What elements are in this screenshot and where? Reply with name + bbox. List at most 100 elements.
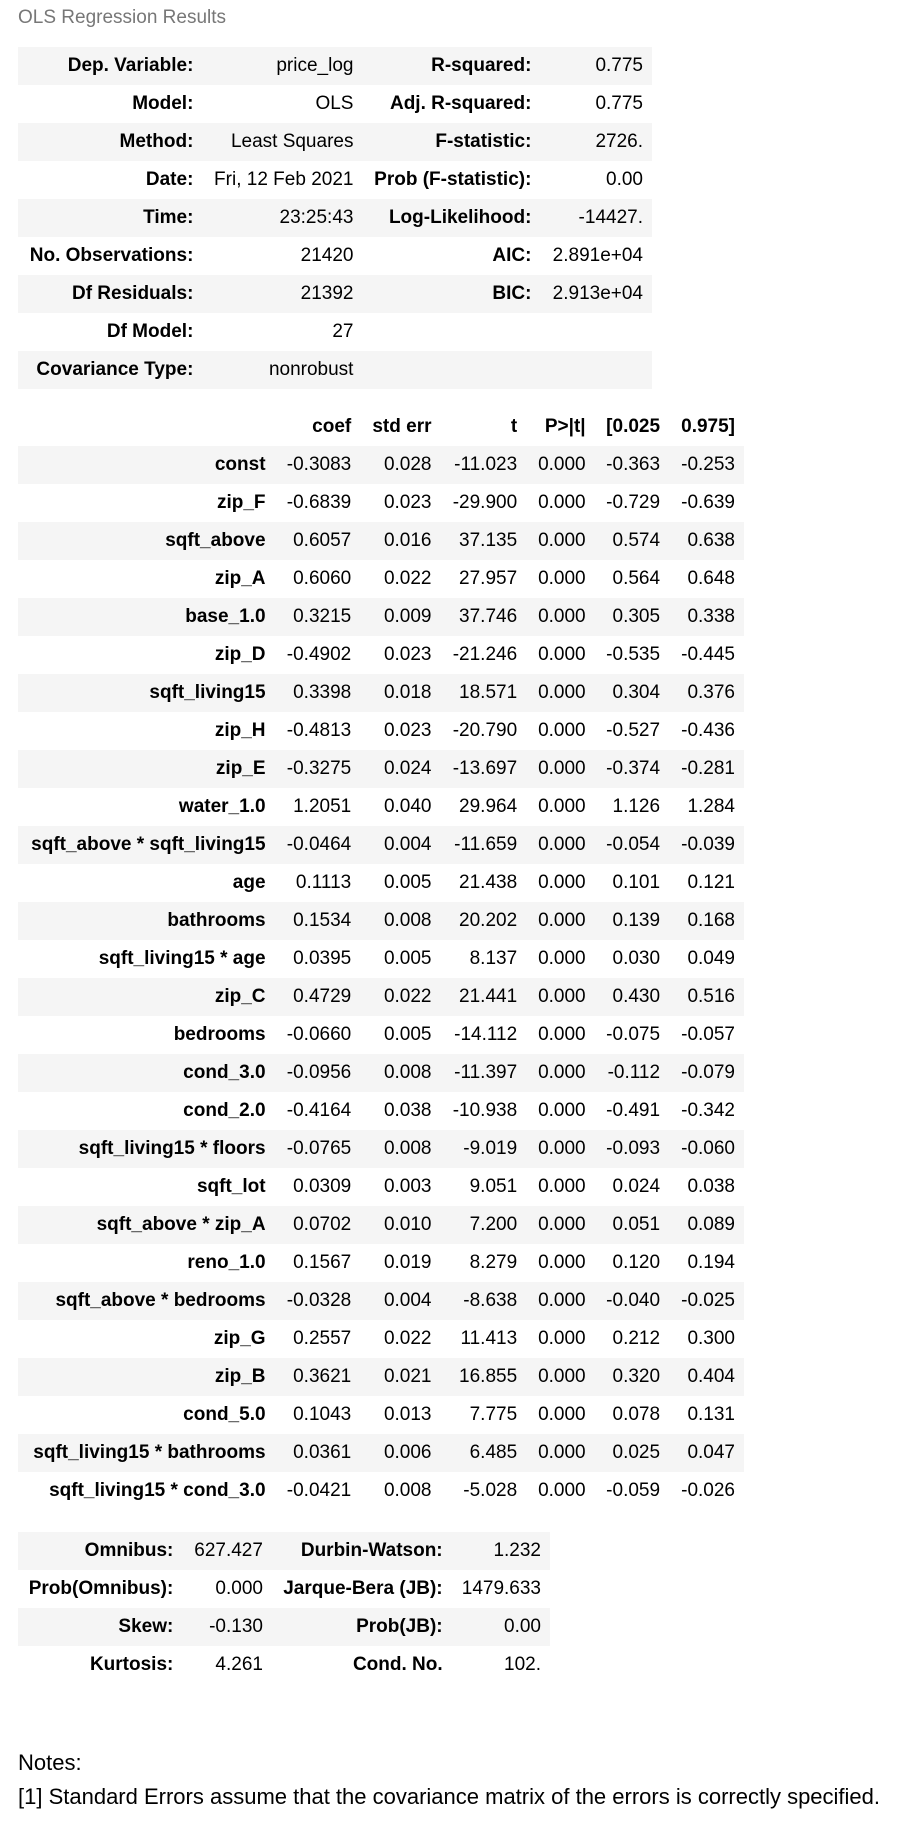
coef-t-stat: -20.790	[452, 720, 518, 741]
header-variable	[18, 408, 275, 446]
diagnostics-row: Prob(Omnibus): 0.000 Jarque-Bera (JB): 1479…	[18, 1570, 550, 1608]
table-row: zip_B 0.3621 0.021 16.855 0.000 0.320 0.404	[18, 1358, 744, 1396]
diagnostics-row: Skew: -0.130 Prob(JB): 0.00	[18, 1608, 550, 1646]
summary-value: 21392	[300, 283, 354, 304]
coef-t-stat: 27.957	[459, 568, 518, 589]
summary-label: Method:	[119, 131, 194, 152]
coef-p-value: 0.000	[538, 796, 586, 817]
coef-ci-upper: -0.039	[681, 834, 735, 855]
coef-variable-name: sqft_above * bedrooms	[55, 1290, 266, 1311]
coef-std-err: 0.022	[383, 1328, 432, 1349]
coef-ci-lower: 0.564	[612, 568, 661, 589]
coef-p-value: 0.000	[538, 758, 586, 779]
coef-std-err: 0.040	[383, 796, 432, 817]
header-coef: coef	[312, 416, 352, 437]
diagnostics-body: Omnibus: 627.427 Durbin-Watson: 1.232 Prob(O…	[18, 1532, 550, 1684]
coef-std-err: 0.010	[383, 1214, 432, 1235]
coef-ci-upper: 0.168	[687, 910, 735, 931]
summary-value: Fri, 12 Feb 2021	[214, 169, 354, 190]
coef-ci-upper: -0.025	[681, 1290, 735, 1311]
coef-value: 0.0361	[293, 1442, 352, 1463]
diagnostics-value: 1.232	[493, 1540, 541, 1561]
coef-p-value: 0.000	[538, 454, 586, 475]
coef-t-stat: 20.202	[459, 910, 518, 931]
coef-ci-upper: -0.057	[681, 1024, 735, 1045]
coef-ci-lower: -0.040	[606, 1290, 661, 1311]
coef-variable-name: cond_5.0	[183, 1404, 266, 1425]
summary-value: 2.891e+04	[552, 245, 643, 266]
summary-label: Df Residuals:	[71, 283, 194, 304]
coef-std-err: 0.009	[383, 606, 432, 627]
coef-ci-lower: 0.304	[612, 682, 661, 703]
coef-ci-upper: 0.047	[687, 1442, 735, 1463]
coef-ci-lower: 0.574	[612, 530, 661, 551]
coef-ci-lower: 0.430	[612, 986, 661, 1007]
coef-t-stat: 9.051	[469, 1176, 518, 1197]
table-row: sqft_living15 0.3398 0.018 18.571 0.000 0.304…	[18, 674, 744, 712]
diagnostics-label: Cond. No.	[352, 1654, 443, 1675]
coef-ci-lower: 0.030	[612, 948, 661, 969]
table-row: zip_F -0.6839 0.023 -29.900 0.000 -0.729 -0.63…	[18, 484, 744, 522]
coef-variable-name: base_1.0	[185, 606, 266, 627]
coef-t-stat: 21.438	[459, 872, 518, 893]
coef-ci-upper: -0.060	[681, 1138, 735, 1159]
coef-p-value: 0.000	[538, 948, 586, 969]
summary-value: Least Squares	[230, 131, 354, 152]
coef-ci-upper: -0.639	[681, 492, 735, 513]
coef-t-stat: 11.413	[460, 1328, 518, 1349]
coef-variable-name: sqft_living15 * floors	[78, 1138, 266, 1159]
summary-value	[540, 351, 652, 389]
table-row: sqft_lot 0.0309 0.003 9.051 0.000 0.024 0.038	[18, 1168, 744, 1206]
summary-value: 21420	[300, 245, 354, 266]
coef-variable-name: zip_G	[213, 1328, 266, 1349]
coef-t-stat: 21.441	[459, 986, 518, 1007]
coef-p-value: 0.000	[538, 1442, 586, 1463]
coef-p-value: 0.000	[538, 1252, 586, 1273]
table-row: reno_1.0 0.1567 0.019 8.279 0.000 0.120 0.194	[18, 1244, 744, 1282]
summary-label: Model:	[132, 93, 194, 114]
coef-value: -0.0421	[286, 1480, 352, 1501]
coef-std-err: 0.003	[383, 1176, 432, 1197]
header-ci-upper: 0.975]	[681, 416, 735, 437]
coef-variable-name: sqft_above * zip_A	[96, 1214, 266, 1235]
summary-row: Df Residuals: 21392 BIC: 2.913e+04	[18, 275, 652, 313]
summary-value: -14427.	[578, 207, 643, 228]
coef-value: -0.4164	[286, 1100, 352, 1121]
coef-ci-lower: 0.025	[612, 1442, 661, 1463]
coef-ci-upper: 0.638	[687, 530, 735, 551]
coef-value: 0.3398	[293, 682, 352, 703]
summary-label: No. Observations:	[29, 245, 194, 266]
table-row: sqft_above * bedrooms -0.0328 0.004 -8.638 0…	[18, 1282, 744, 1320]
coef-ci-upper: -0.079	[681, 1062, 735, 1083]
coef-p-value: 0.000	[538, 568, 586, 589]
coef-ci-lower: -0.535	[606, 644, 661, 665]
coef-p-value: 0.000	[538, 1176, 586, 1197]
coef-ci-lower: -0.093	[606, 1138, 661, 1159]
coef-ci-lower: 0.305	[612, 606, 661, 627]
coef-p-value: 0.000	[538, 872, 586, 893]
coef-p-value: 0.000	[538, 1328, 586, 1349]
coef-variable-name: age	[232, 872, 266, 893]
coef-t-stat: -11.397	[454, 1062, 518, 1083]
coef-std-err: 0.016	[383, 530, 432, 551]
table-row: bedrooms -0.0660 0.005 -14.112 0.000 -0.075 -0…	[18, 1016, 744, 1054]
coef-variable-name: zip_A	[214, 568, 266, 589]
coef-std-err: 0.013	[383, 1404, 432, 1425]
coef-ci-upper: -0.436	[681, 720, 735, 741]
coef-value: 0.0395	[293, 948, 352, 969]
coef-p-value: 0.000	[538, 1480, 586, 1501]
coef-variable-name: cond_2.0	[183, 1100, 266, 1121]
summary-label: Covariance Type:	[36, 359, 194, 380]
coef-variable-name: cond_3.0	[183, 1062, 266, 1083]
coef-variable-name: sqft_above	[165, 530, 266, 551]
coef-ci-lower: -0.729	[606, 492, 661, 513]
summary-value: 27	[332, 321, 354, 342]
coef-variable-name: reno_1.0	[187, 1252, 266, 1273]
diagnostics-label: Kurtosis:	[89, 1654, 174, 1675]
notes-text: [1] Standard Errors assume that the cova…	[18, 1784, 881, 1809]
diagnostics-value: 0.000	[215, 1578, 263, 1599]
coef-std-err: 0.024	[383, 758, 432, 779]
coef-variable-name: sqft_living15 * cond_3.0	[49, 1480, 266, 1501]
coef-std-err: 0.023	[383, 492, 432, 513]
coef-ci-lower: -0.363	[606, 454, 661, 475]
